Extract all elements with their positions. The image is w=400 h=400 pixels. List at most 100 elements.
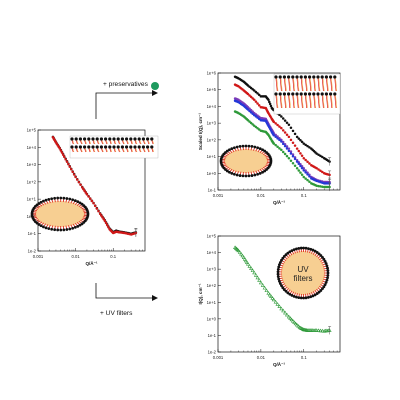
data-point bbox=[272, 133, 276, 137]
y-tick-label: 1e+0 bbox=[207, 171, 217, 176]
data-point bbox=[317, 153, 320, 157]
lipid-head bbox=[80, 222, 84, 226]
lipid-head bbox=[76, 200, 80, 204]
y-tick-label: 1e+5 bbox=[207, 234, 217, 239]
y-tick-label: 1e+1 bbox=[207, 300, 217, 305]
lipid-head bbox=[302, 296, 306, 300]
lipid-head bbox=[53, 228, 57, 232]
data-series bbox=[51, 136, 138, 237]
multilayer-schematic-icon bbox=[273, 73, 341, 115]
flow-arrow-bottom bbox=[95, 283, 158, 301]
lipid-tail bbox=[289, 95, 291, 109]
data-point bbox=[293, 144, 297, 147]
data-point bbox=[67, 163, 70, 166]
data-point bbox=[289, 150, 293, 153]
lipid-head bbox=[299, 246, 303, 250]
data-point bbox=[295, 147, 299, 150]
data-point bbox=[281, 129, 285, 132]
lipid-tail bbox=[105, 140, 108, 145]
lipid-tail bbox=[305, 95, 307, 109]
lipid-head bbox=[325, 278, 329, 282]
data-point bbox=[269, 294, 274, 298]
lipid-head bbox=[319, 289, 323, 292]
y-tick-label: 1e+2 bbox=[207, 283, 217, 288]
lipid-tail bbox=[310, 78, 312, 92]
lipid-head bbox=[309, 295, 313, 299]
data-point bbox=[241, 255, 246, 259]
data-point bbox=[289, 317, 294, 322]
lipid-head bbox=[320, 75, 324, 79]
data-point bbox=[59, 149, 63, 152]
data-point bbox=[306, 178, 309, 182]
data-point bbox=[315, 184, 318, 187]
lipid-head bbox=[316, 75, 320, 79]
lipid-head bbox=[65, 228, 69, 231]
lipid-head bbox=[303, 75, 307, 79]
lipid-tail bbox=[71, 140, 74, 145]
bilayer-schematic-icon bbox=[69, 135, 159, 159]
lipid-head bbox=[137, 137, 141, 141]
y-tick-label: 1e+4 bbox=[27, 145, 37, 150]
data-point bbox=[285, 133, 289, 136]
lipid-head bbox=[280, 258, 283, 262]
data-point bbox=[239, 251, 244, 256]
data-point bbox=[299, 164, 302, 168]
data-point bbox=[304, 169, 307, 172]
data-point bbox=[296, 324, 301, 328]
lipid-tail bbox=[130, 140, 133, 145]
data-series bbox=[233, 110, 332, 192]
lipid-head bbox=[112, 145, 116, 149]
lipid-head bbox=[326, 274, 330, 277]
lipid-tail bbox=[317, 78, 320, 92]
lipid-tail bbox=[284, 78, 286, 92]
lipid-head bbox=[326, 276, 329, 280]
data-point bbox=[102, 217, 105, 221]
data-series bbox=[233, 99, 332, 188]
data-point bbox=[64, 158, 67, 161]
lipid-tail bbox=[110, 140, 113, 145]
lipid-head bbox=[44, 198, 48, 202]
y-tick-label: 1e+4 bbox=[207, 250, 217, 255]
lipid-head bbox=[256, 146, 260, 150]
lipid-head bbox=[324, 281, 328, 284]
lipid-head bbox=[42, 225, 45, 229]
lipid-head bbox=[78, 223, 82, 227]
chart-panel-bottom-right: 0.001 0.01 0.1 1e-2 1e-1 1e+0 1e+1 1e+2 1e+3 1e+4… bbox=[198, 234, 341, 367]
data-point bbox=[253, 273, 258, 277]
lipid-head bbox=[297, 246, 301, 250]
x-tick-label: 0.001 bbox=[213, 355, 224, 360]
data-point bbox=[291, 141, 295, 145]
lipid-tail bbox=[330, 78, 333, 92]
lipid-tail bbox=[72, 140, 75, 145]
lipid-head bbox=[68, 227, 72, 231]
lipid-tail bbox=[135, 140, 138, 145]
lipid-head bbox=[120, 145, 124, 149]
y-tick-label: 1e-1 bbox=[28, 231, 37, 236]
lipid-head bbox=[321, 287, 324, 291]
lipid-head bbox=[253, 145, 257, 149]
lipid-tail bbox=[297, 78, 300, 92]
x-tick-label: 0.001 bbox=[33, 254, 44, 259]
lipid-tail bbox=[331, 78, 333, 92]
lipid-head bbox=[150, 137, 154, 141]
lipid-head bbox=[250, 145, 254, 148]
lipid-head bbox=[295, 75, 299, 79]
data-point bbox=[71, 170, 74, 174]
lipid-head bbox=[74, 145, 78, 149]
lipid-head bbox=[333, 92, 337, 96]
lipid-head bbox=[73, 199, 77, 203]
data-point bbox=[283, 152, 287, 156]
data-point bbox=[271, 297, 276, 302]
data-point bbox=[61, 153, 65, 157]
lipid-head bbox=[228, 148, 231, 152]
data-point bbox=[237, 250, 242, 254]
data-point bbox=[320, 328, 325, 333]
data-point bbox=[287, 123, 291, 127]
data-point bbox=[79, 183, 82, 187]
lipid-head bbox=[274, 75, 278, 79]
lipid-tail bbox=[92, 140, 95, 145]
lipid-head bbox=[315, 251, 319, 254]
lipid-head bbox=[320, 92, 324, 96]
data-point bbox=[276, 137, 279, 140]
y-tick-label: 1e+4 bbox=[207, 104, 217, 109]
